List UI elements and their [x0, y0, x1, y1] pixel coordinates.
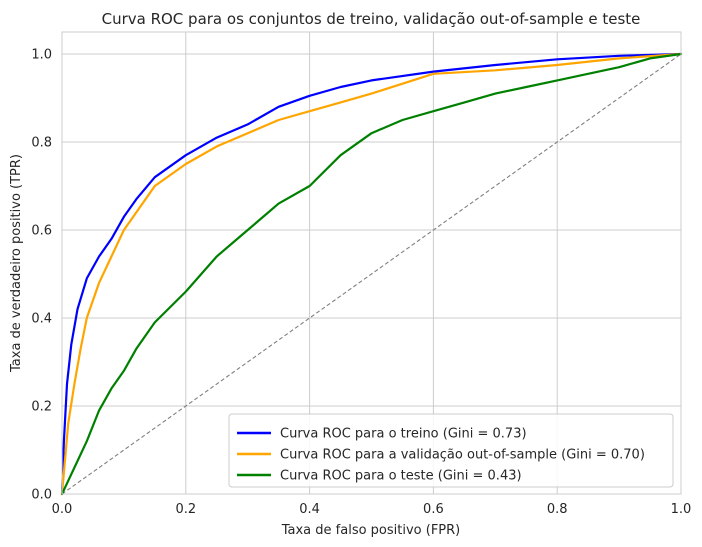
x-tick-label: 0.6	[423, 502, 444, 517]
legend-label-2: Curva ROC para a validação out-of-sample…	[280, 448, 645, 463]
x-tick-label: 1.0	[671, 502, 692, 517]
y-tick-label: 0.0	[31, 488, 52, 503]
y-tick-label: 0.6	[31, 224, 52, 239]
legend-label-1: Curva ROC para o treino (Gini = 0.73)	[280, 427, 527, 442]
x-tick-label: 0.8	[547, 502, 568, 517]
chart-title: Curva ROC para os conjuntos de treino, v…	[102, 10, 641, 28]
x-tick-label: 0.4	[299, 502, 320, 517]
legend-label-3: Curva ROC para o teste (Gini = 0.43)	[280, 469, 522, 484]
y-axis-label: Taxa de verdadeiro positivo (TPR)	[9, 154, 24, 373]
plot-frame	[61, 31, 682, 495]
y-tick-label: 0.2	[31, 400, 52, 415]
y-tick-label: 0.8	[31, 136, 52, 151]
y-tick-label: 0.4	[31, 312, 52, 327]
roc-series-line-1	[60, 52, 683, 496]
x-axis-label: Taxa de falso positivo (FPR)	[281, 523, 461, 538]
y-tick-label: 1.0	[31, 48, 52, 63]
axis-ticks: 0.0 0.2 0.4 0.6 0.8 1.0 0.0 0.2 0.4 0.6 0.8 1.0	[31, 48, 691, 518]
diagonal-reference-line	[61, 53, 682, 495]
roc-series-line-2	[60, 52, 683, 496]
roc-series-line-3	[60, 52, 683, 496]
x-tick-label: 0.0	[52, 502, 73, 517]
plot-lines	[60, 52, 683, 496]
x-tick-label: 0.2	[175, 502, 196, 517]
legend: Curva ROC para o treino (Gini = 0.73) Cur…	[228, 413, 674, 488]
legend-box	[228, 413, 674, 488]
